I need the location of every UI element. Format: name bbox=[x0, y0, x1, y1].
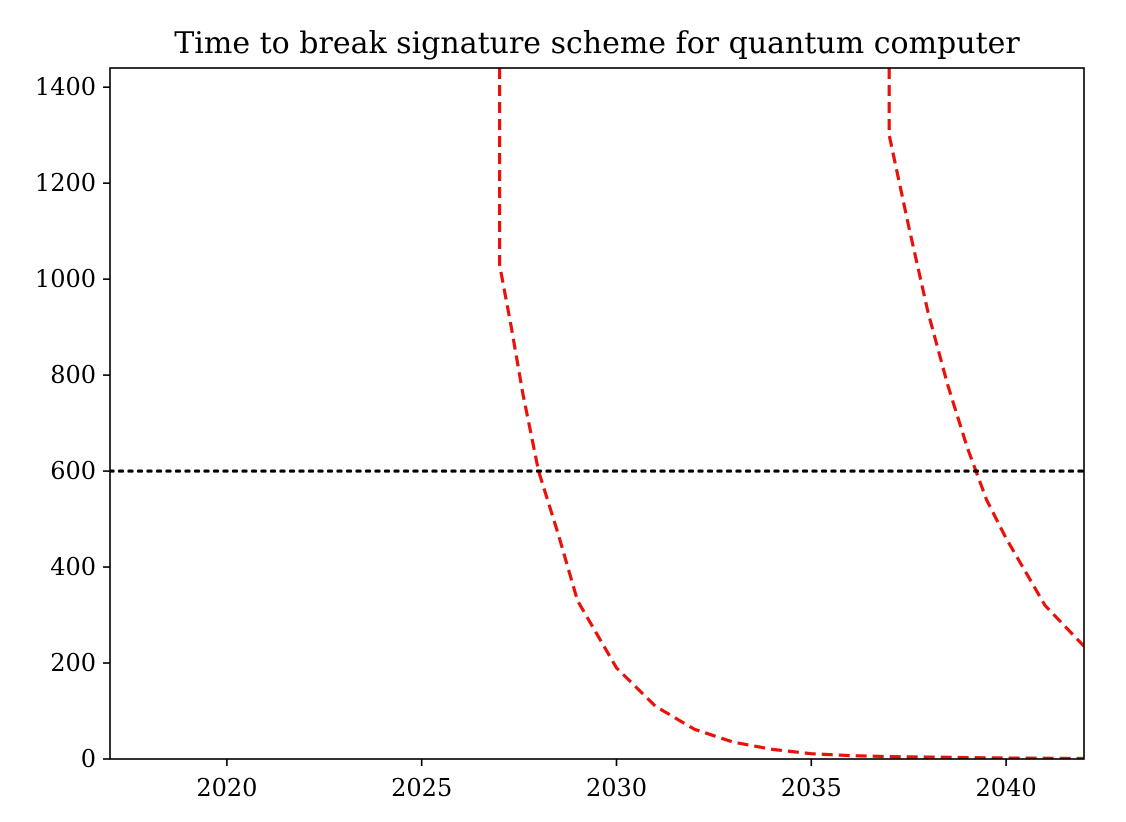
axes: 2020 2025 2030 2035 2040 0 200 400 600 800 1000 120… bbox=[35, 67, 1085, 802]
y-tick-label: 1000 bbox=[35, 265, 96, 293]
y-tick-label: 200 bbox=[50, 649, 96, 677]
y-tick-label: 1400 bbox=[35, 73, 96, 101]
series-line-2 bbox=[887, 68, 1084, 648]
x-tick-label: 2025 bbox=[391, 774, 452, 802]
plot-area bbox=[110, 68, 1084, 759]
series-line-1 bbox=[498, 68, 1084, 759]
x-tick-label: 2040 bbox=[976, 774, 1037, 802]
x-tick-label: 2030 bbox=[586, 774, 647, 802]
y-tick-label: 600 bbox=[50, 457, 96, 485]
y-tick-label: 400 bbox=[50, 553, 96, 581]
y-tick-label: 0 bbox=[81, 745, 96, 773]
y-tick-label: 800 bbox=[50, 361, 96, 389]
y-tick-label: 1200 bbox=[35, 169, 96, 197]
chart-title: Time to break signature scheme for quant… bbox=[174, 26, 1020, 61]
x-tick-label: 2020 bbox=[196, 774, 257, 802]
x-tick-label: 2035 bbox=[781, 774, 842, 802]
axes-frame bbox=[109, 67, 1085, 760]
